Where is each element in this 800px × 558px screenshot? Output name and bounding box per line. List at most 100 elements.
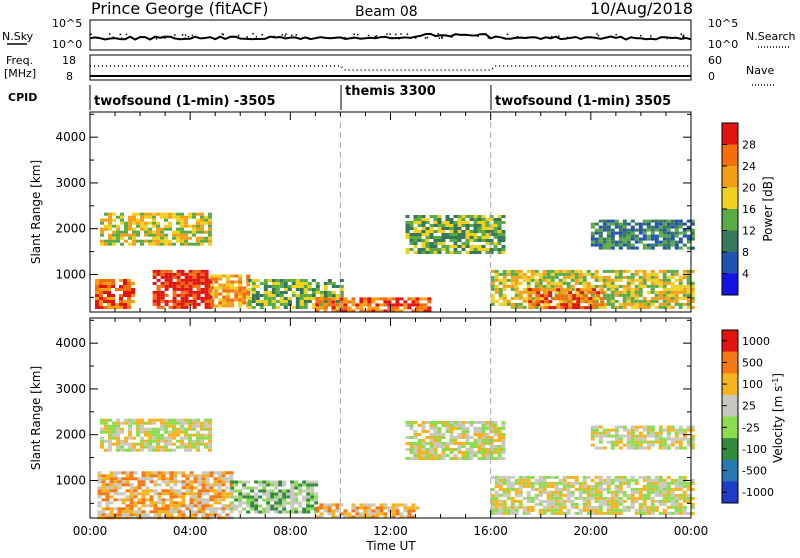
heatmap-cell [678,296,683,300]
heatmap-cell [208,427,212,431]
heatmap-cell [578,511,583,515]
heatmap-cell [177,480,182,484]
heatmap-cell [409,448,414,451]
heatmap-cell [188,433,192,437]
heatmap-cell [610,269,615,273]
heatmap-cell [642,281,647,285]
heatmap-cell [335,309,340,313]
heatmap-cell [642,272,647,276]
heatmap-cell [610,237,615,241]
heatmap-cell [222,298,227,302]
heatmap-cell [120,442,124,446]
heatmap-cell [99,306,103,309]
heatmap-cell [433,454,438,457]
heatmap-cell [423,306,428,310]
heatmap-cell [168,433,172,437]
heatmap-cell [592,306,597,310]
heatmap-cell [453,242,458,245]
heatmap-cell [630,234,635,238]
heatmap-cell [128,448,132,452]
heatmap-cell [108,221,112,225]
heatmap-cell [690,293,695,297]
heatmap-cell [314,480,319,484]
heatmap-cell [117,498,122,502]
heatmap-cell [646,431,651,435]
heatmap-cell [172,293,177,297]
heatmap-cell [682,234,687,238]
heatmap-cell [116,236,120,240]
heatmap-cell [650,296,655,300]
colorbar-tick-label: -1000 [742,486,774,499]
heatmap-cell [327,303,332,307]
heatmap-cell [111,294,115,297]
heatmap-cell [493,445,498,448]
heatmap-cell [99,279,103,282]
heatmap-cell [445,442,450,445]
heatmap-cell [666,240,671,244]
heatmap-cell [650,502,655,506]
heatmap-cell [501,442,506,445]
heatmap-cell [674,225,679,229]
heatmap-cell [526,481,531,485]
heatmap-cell [682,505,687,509]
heatmap-cell [152,302,157,306]
heatmap-cell [526,496,531,500]
heatmap-cell [570,502,575,506]
heatmap-cell [97,501,102,505]
nsearch-point [352,36,355,38]
heatmap-cell [457,215,462,218]
heatmap-cell [363,506,368,510]
heatmap-cell [548,300,553,304]
heatmap-cell [678,275,683,279]
heatmap-cell [465,233,470,236]
heatmap-cell [650,243,655,247]
heatmap-cell [323,285,328,288]
heatmap-cell [189,501,194,505]
heatmap-cell [686,281,691,285]
x-tick-label: 16:00 [473,524,508,538]
heatmap-cell [622,287,627,291]
heatmap-cell [658,225,663,229]
heatmap-cell [295,285,300,288]
heatmap-cell [546,281,551,285]
heatmap-cell [164,436,168,440]
heatmap-cell [109,483,114,487]
x-tick-label: 08:00 [273,524,308,538]
heatmap-cell [650,287,655,291]
heatmap-cell [490,502,495,506]
heatmap-cell [108,448,112,452]
heatmap-cell [493,224,498,227]
heatmap-cell [310,483,315,487]
heatmap-cell [469,230,474,233]
heatmap-cell [129,474,134,478]
heatmap-cell [176,218,180,222]
heatmap-cell [112,236,116,240]
heatmap-cell [670,272,675,276]
heatmap-cell [662,290,667,294]
heatmap-cell [602,222,607,226]
heatmap-cell [208,230,212,234]
heatmap-cell [682,490,687,494]
heatmap-cell [666,305,671,309]
heatmap-cell [429,445,434,448]
heatmap-cell [399,309,404,313]
heatmap-cell [210,292,215,296]
heatmap-cell [132,236,136,240]
heatmap-cell [192,290,197,294]
heatmap-cell [634,490,639,494]
heatmap-cell [95,303,99,306]
heatmap-cell [502,275,507,279]
heatmap-cell [156,418,160,422]
heatmap-cell [568,306,573,310]
heatmap-cell [550,281,555,285]
heatmap-cell [461,230,466,233]
heatmap-cell [614,484,619,488]
heatmap-cell [465,427,470,430]
heatmap-cell [267,294,272,297]
heatmap-cell [522,272,527,276]
nsearch-point [548,36,550,39]
heatmap-cell [230,298,235,302]
heatmap-cell [310,492,315,496]
heatmap-cell [119,279,123,282]
